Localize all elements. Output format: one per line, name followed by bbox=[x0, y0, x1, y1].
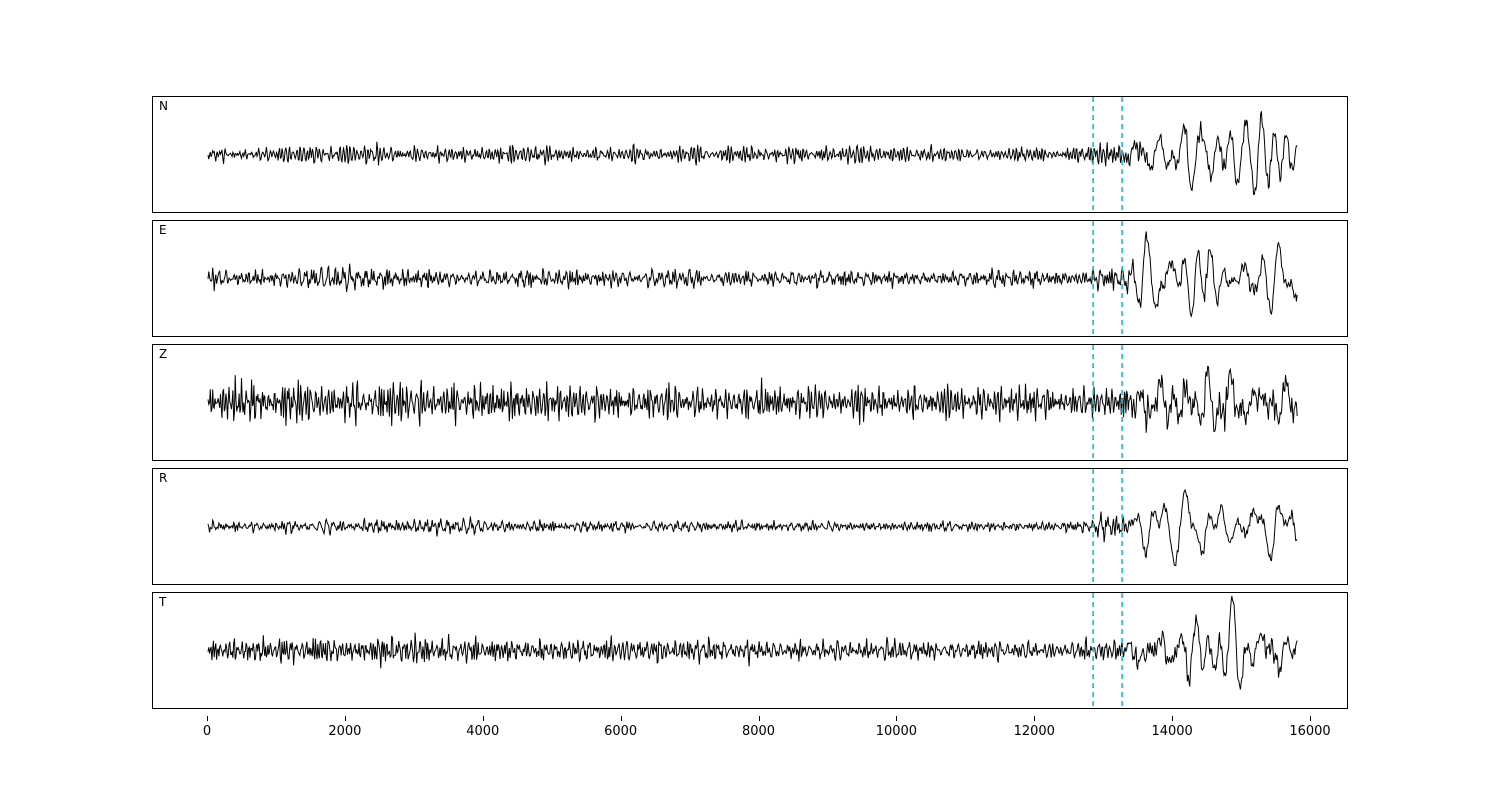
waveform-trace bbox=[207, 111, 1298, 195]
tick-mark bbox=[1310, 716, 1311, 721]
x-tick-label: 6000 bbox=[604, 724, 638, 739]
waveform-svg-N bbox=[207, 97, 1298, 212]
tick-mark bbox=[620, 716, 622, 721]
tick-mark bbox=[758, 716, 760, 721]
panel-E: E bbox=[152, 220, 1348, 337]
waveform-trace bbox=[207, 231, 1298, 318]
panel-N: N bbox=[152, 96, 1348, 213]
waveform-trace bbox=[207, 365, 1298, 433]
panel-label: N bbox=[159, 99, 168, 113]
tick-mark bbox=[1034, 716, 1036, 721]
tick-mark bbox=[482, 716, 484, 721]
seismogram-figure: N E Z R T 0 2000 4000 6000 8000 10000 12000 140… bbox=[152, 96, 1348, 750]
panel-R: R bbox=[152, 468, 1348, 585]
waveform-trace bbox=[207, 488, 1298, 567]
x-tick-label: 8000 bbox=[741, 724, 776, 739]
tick-mark bbox=[207, 716, 208, 721]
x-tick-label: 14000 bbox=[1151, 724, 1193, 739]
x-tick-label: 4000 bbox=[466, 724, 500, 739]
waveform-trace bbox=[207, 595, 1298, 690]
x-tick-label: 10000 bbox=[875, 724, 918, 739]
x-tick-label: 0 bbox=[202, 724, 212, 739]
waveform-svg-Z bbox=[207, 345, 1298, 460]
x-tick-label: 16000 bbox=[1289, 724, 1331, 739]
tick-mark bbox=[1172, 716, 1174, 721]
waveform-svg-R bbox=[207, 469, 1298, 584]
panel-label: Z bbox=[159, 347, 168, 361]
panel-label: T bbox=[159, 595, 167, 609]
tick-mark bbox=[896, 716, 898, 721]
panel-T: T bbox=[152, 592, 1348, 709]
tick-mark bbox=[344, 716, 346, 721]
x-axis: 0 2000 4000 6000 8000 10000 12000 14000 16000 bbox=[152, 716, 1348, 750]
panel-label: E bbox=[159, 223, 167, 237]
waveform-svg-E bbox=[207, 221, 1298, 336]
waveform-svg-T bbox=[207, 593, 1298, 708]
panel-label: R bbox=[159, 471, 168, 485]
panel-Z: Z bbox=[152, 344, 1348, 461]
x-tick-label: 2000 bbox=[328, 724, 362, 739]
x-tick-label: 12000 bbox=[1013, 724, 1055, 739]
